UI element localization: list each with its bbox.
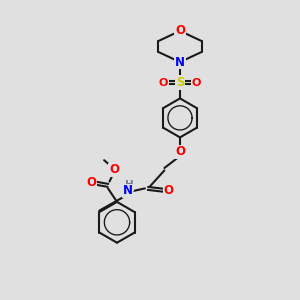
Text: O: O: [109, 163, 119, 176]
Text: O: O: [175, 24, 185, 38]
Text: O: O: [163, 184, 173, 197]
Text: H: H: [125, 180, 134, 190]
Text: O: O: [175, 145, 185, 158]
Text: N: N: [122, 184, 133, 197]
Text: N: N: [175, 56, 185, 69]
Text: O: O: [192, 77, 201, 88]
Text: S: S: [176, 76, 184, 89]
Text: O: O: [86, 176, 97, 189]
Text: O: O: [159, 77, 168, 88]
